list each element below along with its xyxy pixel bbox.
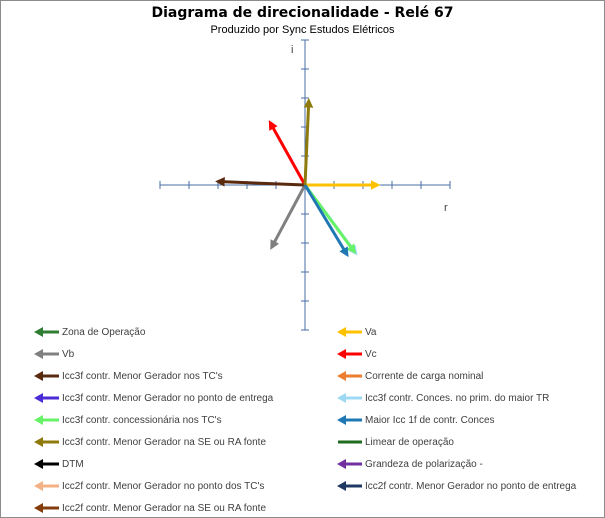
legend-entry: Icc2f contr. Menor Gerador no ponto dos … bbox=[34, 479, 264, 493]
legend-entry: Icc3f contr. Menor Gerador no ponto de e… bbox=[34, 391, 273, 405]
legend-entry: Icc3f contr. Menor Gerador nos TC's bbox=[34, 369, 223, 383]
legend-swatch bbox=[34, 437, 59, 447]
legend-label: Zona de Operação bbox=[62, 326, 146, 338]
legend-swatch bbox=[34, 371, 59, 381]
legend-entry: Icc3f contr. concessionária nos TC's bbox=[34, 413, 222, 427]
legend-swatch bbox=[337, 371, 362, 381]
legend-entry: Grandeza de polarização - bbox=[337, 457, 483, 471]
legend-entry: Icc3f contr. Menor Gerador na SE ou RA f… bbox=[34, 435, 266, 449]
x-axis-label: r bbox=[444, 202, 448, 214]
legend-entry: Vb bbox=[34, 347, 74, 361]
legend-label: Corrente de carga nominal bbox=[365, 370, 484, 382]
chart-subtitle: Produzido por Sync Estudos Elétricos bbox=[210, 24, 395, 36]
legend-label: Icc3f contr. concessionária nos TC's bbox=[62, 414, 222, 426]
legend-swatch bbox=[34, 349, 59, 359]
legend-entry: Icc2f contr. Menor Gerador no ponto de e… bbox=[337, 479, 576, 493]
y-axis-label: i bbox=[291, 44, 293, 56]
series-layer bbox=[215, 98, 381, 258]
legend-swatch bbox=[34, 327, 59, 337]
legend-entry: Vc bbox=[337, 347, 377, 361]
legend-entry: Limear de operação bbox=[337, 435, 454, 449]
legend-label: Maior Icc 1f de contr. Conces bbox=[365, 414, 495, 426]
legend-label: Icc2f contr. Menor Gerador no ponto de e… bbox=[365, 480, 577, 492]
legend-label: DTM bbox=[62, 458, 84, 470]
legend-swatch bbox=[337, 393, 362, 403]
chart-title: Diagrama de direcionalidade - Relé 67 bbox=[151, 5, 454, 21]
legend-swatch bbox=[337, 349, 362, 359]
vector-series-4 bbox=[215, 176, 306, 187]
legend-entry: Va bbox=[337, 325, 377, 339]
vector-series-9 bbox=[303, 184, 349, 258]
legend-label: Vc bbox=[365, 348, 377, 360]
legend-swatch bbox=[34, 481, 59, 491]
legend-label: Icc3f contr. Menor Gerador no ponto de e… bbox=[62, 392, 274, 404]
legend-swatch bbox=[337, 459, 362, 469]
legend-swatch bbox=[337, 481, 362, 491]
legend-entry: DTM bbox=[34, 457, 84, 471]
legend-swatch bbox=[34, 459, 59, 469]
vector-series-2 bbox=[270, 184, 307, 250]
legend-swatch bbox=[338, 440, 362, 444]
legend-swatch bbox=[337, 415, 362, 425]
legend-swatch bbox=[337, 327, 362, 337]
legend-swatch bbox=[34, 415, 59, 425]
legend-label: Icc3f contr. Menor Gerador nos TC's bbox=[62, 370, 223, 382]
legend-swatch bbox=[34, 393, 59, 403]
legend-swatch bbox=[34, 503, 59, 513]
legend-label: Vb bbox=[62, 348, 75, 360]
legend-label: Grandeza de polarização - bbox=[365, 458, 483, 470]
legend-label: Icc3f contr. Menor Gerador na SE ou RA f… bbox=[62, 436, 266, 448]
legend-label: Icc3f contr. Conces. no prim. do maior T… bbox=[365, 392, 550, 404]
legend-label: Icc2f contr. Menor Gerador na SE ou RA f… bbox=[62, 502, 266, 514]
legend-entry: Icc2f contr. Menor Gerador na SE ou RA f… bbox=[34, 501, 266, 515]
vector-series-3 bbox=[268, 120, 307, 186]
legend-entry: Maior Icc 1f de contr. Conces bbox=[337, 413, 495, 427]
legend-label: Limear de operação bbox=[365, 436, 454, 448]
legend-label: Icc2f contr. Menor Gerador no ponto dos … bbox=[62, 480, 265, 492]
legend-label: Va bbox=[365, 326, 377, 338]
legend-entry: Icc3f contr. Conces. no prim. do maior T… bbox=[337, 391, 549, 405]
legend-entry: Corrente de carga nominal bbox=[337, 369, 483, 383]
vector-series-10 bbox=[303, 98, 314, 186]
legend-entry: Zona de Operação bbox=[34, 325, 145, 339]
